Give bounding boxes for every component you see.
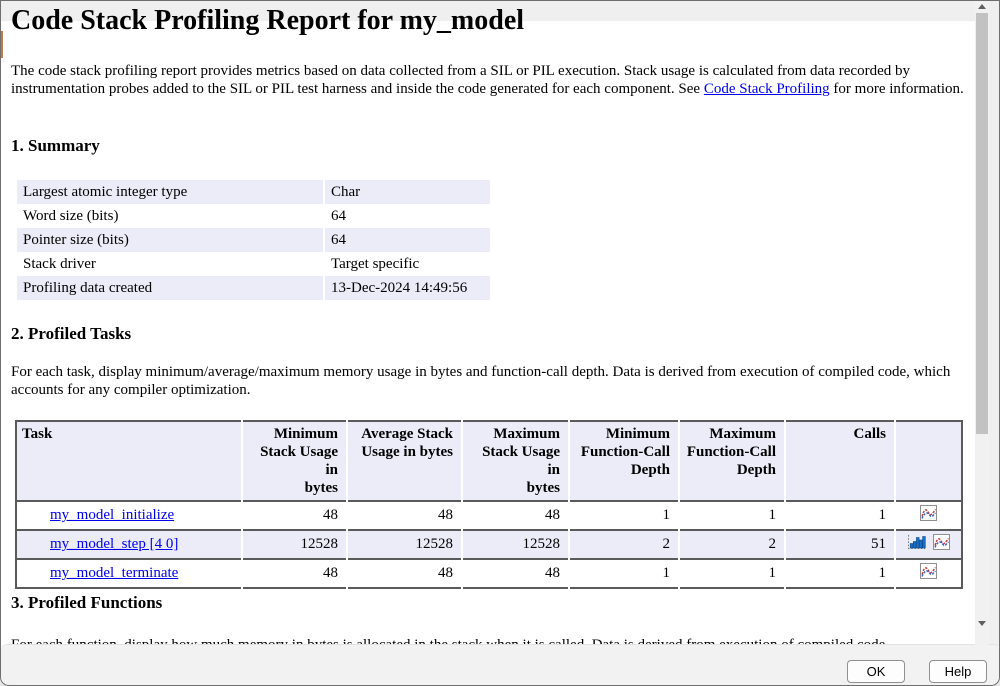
column-header-charts	[894, 421, 962, 501]
top-strip	[1, 1, 999, 21]
table-row: my_model_terminate 48 48 48 1 1 1	[16, 558, 962, 588]
line-chart-icon[interactable]	[932, 534, 950, 555]
profiled-tasks-table: Task Minimum Stack Usage in bytes Averag…	[15, 420, 963, 589]
table-row: my_model_initialize 48 48 48 1 1 1	[16, 500, 962, 530]
task-link-step[interactable]: my_model_step [4 0]	[50, 536, 179, 552]
table-row: Word size (bits) 64	[17, 204, 490, 228]
task-link-initialize[interactable]: my_model_initialize	[50, 507, 175, 523]
avg-stack-value: 12528	[346, 529, 462, 559]
histogram-icon[interactable]	[907, 534, 926, 555]
summary-label: Profiling data created	[17, 276, 323, 300]
table-row: my_model_step [4 0] 12528 12528 12528 2 …	[16, 529, 962, 559]
avg-stack-value: 48	[346, 500, 462, 530]
max-depth-value: 1	[678, 558, 785, 588]
column-header-max-depth: Maximum Function-Call Depth	[678, 421, 785, 501]
right-margin	[989, 1, 999, 646]
ok-button[interactable]: OK	[847, 660, 905, 683]
column-header-max-stack: Maximum Stack Usage in bytes	[461, 421, 569, 501]
calls-value: 1	[784, 558, 895, 588]
footer-bar: OK Help	[1, 644, 999, 685]
summary-value: 64	[331, 207, 346, 224]
summary-label: Pointer size (bits)	[17, 228, 323, 252]
scroll-up-arrow-icon[interactable]	[978, 4, 986, 9]
task-link-terminate[interactable]: my_model_terminate	[50, 565, 179, 581]
column-header-task: Task	[16, 421, 242, 501]
profiled-tasks-heading: 2. Profiled Tasks	[11, 324, 132, 343]
calls-value: 1	[784, 500, 895, 530]
max-stack-value: 12528	[461, 529, 569, 559]
max-depth-value: 2	[678, 529, 785, 559]
column-header-calls: Calls	[784, 421, 895, 501]
summary-label: Word size (bits)	[23, 207, 119, 224]
report-document: Code Stack Profiling Report for my_model…	[1, 1, 977, 685]
code-stack-profiling-link[interactable]: Code Stack Profiling	[703, 81, 830, 97]
avg-stack-value: 48	[346, 558, 462, 588]
summary-value: 64	[325, 228, 490, 252]
summary-value: Target specific	[331, 255, 420, 272]
column-header-min-stack: Minimum Stack Usage in bytes	[241, 421, 347, 501]
profiled-tasks-description: For each task, display minimum/average/m…	[11, 364, 951, 398]
line-chart-icon[interactable]	[920, 563, 937, 584]
summary-label: Stack driver	[23, 255, 96, 272]
intro-text-after: for more information.	[829, 81, 964, 97]
scroll-down-arrow-icon[interactable]	[978, 621, 986, 626]
min-stack-value: 48	[241, 500, 347, 530]
calls-value: 51	[784, 529, 895, 559]
summary-value: 13-Dec-2024 14:49:56	[325, 276, 490, 300]
intro-text-before: The code stack profiling report provides…	[11, 63, 910, 97]
table-row: Largest atomic integer type Char	[17, 180, 490, 204]
table-row: Pointer size (bits) 64	[17, 228, 490, 252]
summary-value: Char	[325, 180, 490, 204]
summary-heading: 1. Summary	[11, 136, 100, 155]
min-depth-value: 1	[568, 558, 679, 588]
column-header-min-depth: Minimum Function-Call Depth	[568, 421, 679, 501]
min-stack-value: 12528	[241, 529, 347, 559]
min-depth-value: 2	[568, 529, 679, 559]
min-stack-value: 48	[241, 558, 347, 588]
summary-table: Largest atomic integer type Char Word si…	[15, 180, 492, 300]
table-header-row: Task Minimum Stack Usage in bytes Averag…	[16, 421, 962, 501]
min-depth-value: 1	[568, 500, 679, 530]
scrollbar-thumb[interactable]	[976, 13, 988, 434]
table-row: Stack driver Target specific	[17, 252, 490, 276]
max-depth-value: 1	[678, 500, 785, 530]
vertical-scrollbar[interactable]	[975, 1, 989, 646]
line-chart-icon[interactable]	[920, 505, 937, 526]
max-stack-value: 48	[461, 500, 569, 530]
summary-label: Largest atomic integer type	[17, 180, 323, 204]
column-header-avg-stack: Average Stack Usage in bytes	[346, 421, 462, 501]
intro-paragraph: The code stack profiling report provides…	[11, 62, 973, 98]
window-edge-artifact	[1, 31, 3, 58]
max-stack-value: 48	[461, 558, 569, 588]
help-button[interactable]: Help	[929, 660, 987, 683]
table-row: Profiling data created 13-Dec-2024 14:49…	[17, 276, 490, 300]
profiled-functions-heading: 3. Profiled Functions	[11, 593, 163, 612]
page-title: Code Stack Profiling Report for my_model	[11, 5, 525, 36]
